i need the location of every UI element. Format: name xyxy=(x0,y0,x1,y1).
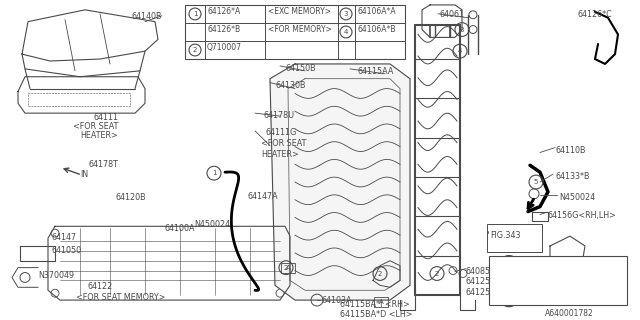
Text: <FOR SEAT: <FOR SEAT xyxy=(72,122,118,131)
Text: 2: 2 xyxy=(284,265,288,271)
Text: 64085G: 64085G xyxy=(466,267,497,276)
Text: HEATER>: HEATER> xyxy=(261,149,299,158)
Text: 2: 2 xyxy=(435,270,439,276)
Text: N450024: N450024 xyxy=(194,220,230,229)
Text: A: A xyxy=(285,265,291,271)
Text: 64178T: 64178T xyxy=(88,160,118,169)
Text: 64130B: 64130B xyxy=(275,81,305,90)
Text: 4: 4 xyxy=(344,29,348,35)
Text: 3: 3 xyxy=(460,27,464,33)
Text: 64125P<RH>: 64125P<RH> xyxy=(466,277,521,286)
Text: 64106A*A: 64106A*A xyxy=(357,7,396,16)
Text: IN: IN xyxy=(80,170,88,179)
Text: 2: 2 xyxy=(378,270,382,276)
Text: FIG.343: FIG.343 xyxy=(490,231,520,240)
Text: 1: 1 xyxy=(212,170,216,176)
Text: N370049: N370049 xyxy=(38,271,74,280)
Text: 64103A: 64103A xyxy=(322,296,353,305)
Text: 64061: 64061 xyxy=(440,10,465,19)
Text: 64115BA*I <RH>: 64115BA*I <RH> xyxy=(340,300,410,309)
Text: 64120B: 64120B xyxy=(115,193,146,202)
Text: N450024: N450024 xyxy=(559,193,595,202)
Text: 64156G<RH,LH>: 64156G<RH,LH> xyxy=(548,211,617,220)
Text: 3: 3 xyxy=(344,11,348,17)
Text: 64333N: 64333N xyxy=(533,261,566,270)
Text: 1: 1 xyxy=(193,11,197,17)
Bar xyxy=(489,256,627,305)
Text: 64133*B: 64133*B xyxy=(556,172,591,181)
Text: 64100A: 64100A xyxy=(164,224,195,233)
Text: 5: 5 xyxy=(534,179,538,185)
Text: 4: 4 xyxy=(458,48,462,54)
Text: 64178U: 64178U xyxy=(263,111,294,120)
Text: Q710007: Q710007 xyxy=(207,43,242,52)
Text: 64115BA*D <LH>: 64115BA*D <LH> xyxy=(340,310,413,319)
Text: HOG RING Qty60: HOG RING Qty60 xyxy=(533,284,598,293)
Text: 64126*B: 64126*B xyxy=(207,25,240,34)
Text: 64115AA: 64115AA xyxy=(357,67,394,76)
Text: 64147A: 64147A xyxy=(248,192,278,201)
Bar xyxy=(487,224,542,252)
Text: 64150B: 64150B xyxy=(285,64,316,73)
Text: 641050: 641050 xyxy=(52,246,82,255)
Text: 64126*C: 64126*C xyxy=(578,10,612,19)
Text: <EXC MEMORY>: <EXC MEMORY> xyxy=(268,7,331,16)
Text: 64140B: 64140B xyxy=(131,12,162,21)
Text: HEATER>: HEATER> xyxy=(80,131,118,140)
Text: 64110B: 64110B xyxy=(556,146,586,155)
Text: 2: 2 xyxy=(193,47,197,53)
Text: <FOR MEMORY>: <FOR MEMORY> xyxy=(268,25,332,34)
Text: <FOR SEAT MEMORY>: <FOR SEAT MEMORY> xyxy=(76,293,166,302)
Text: 64122: 64122 xyxy=(88,282,113,292)
Text: 64111G: 64111G xyxy=(265,128,296,137)
Text: A640001782: A640001782 xyxy=(545,309,594,318)
Text: 64126*A: 64126*A xyxy=(207,7,240,16)
Text: A: A xyxy=(379,299,383,305)
Text: 64106A*B: 64106A*B xyxy=(357,25,396,34)
Polygon shape xyxy=(270,64,410,300)
Text: 64125Q<LH>: 64125Q<LH> xyxy=(466,288,522,297)
Text: 64147: 64147 xyxy=(52,233,77,242)
Text: 64111: 64111 xyxy=(93,113,118,122)
Bar xyxy=(185,5,405,59)
Text: <FOR SEAT: <FOR SEAT xyxy=(261,139,307,148)
